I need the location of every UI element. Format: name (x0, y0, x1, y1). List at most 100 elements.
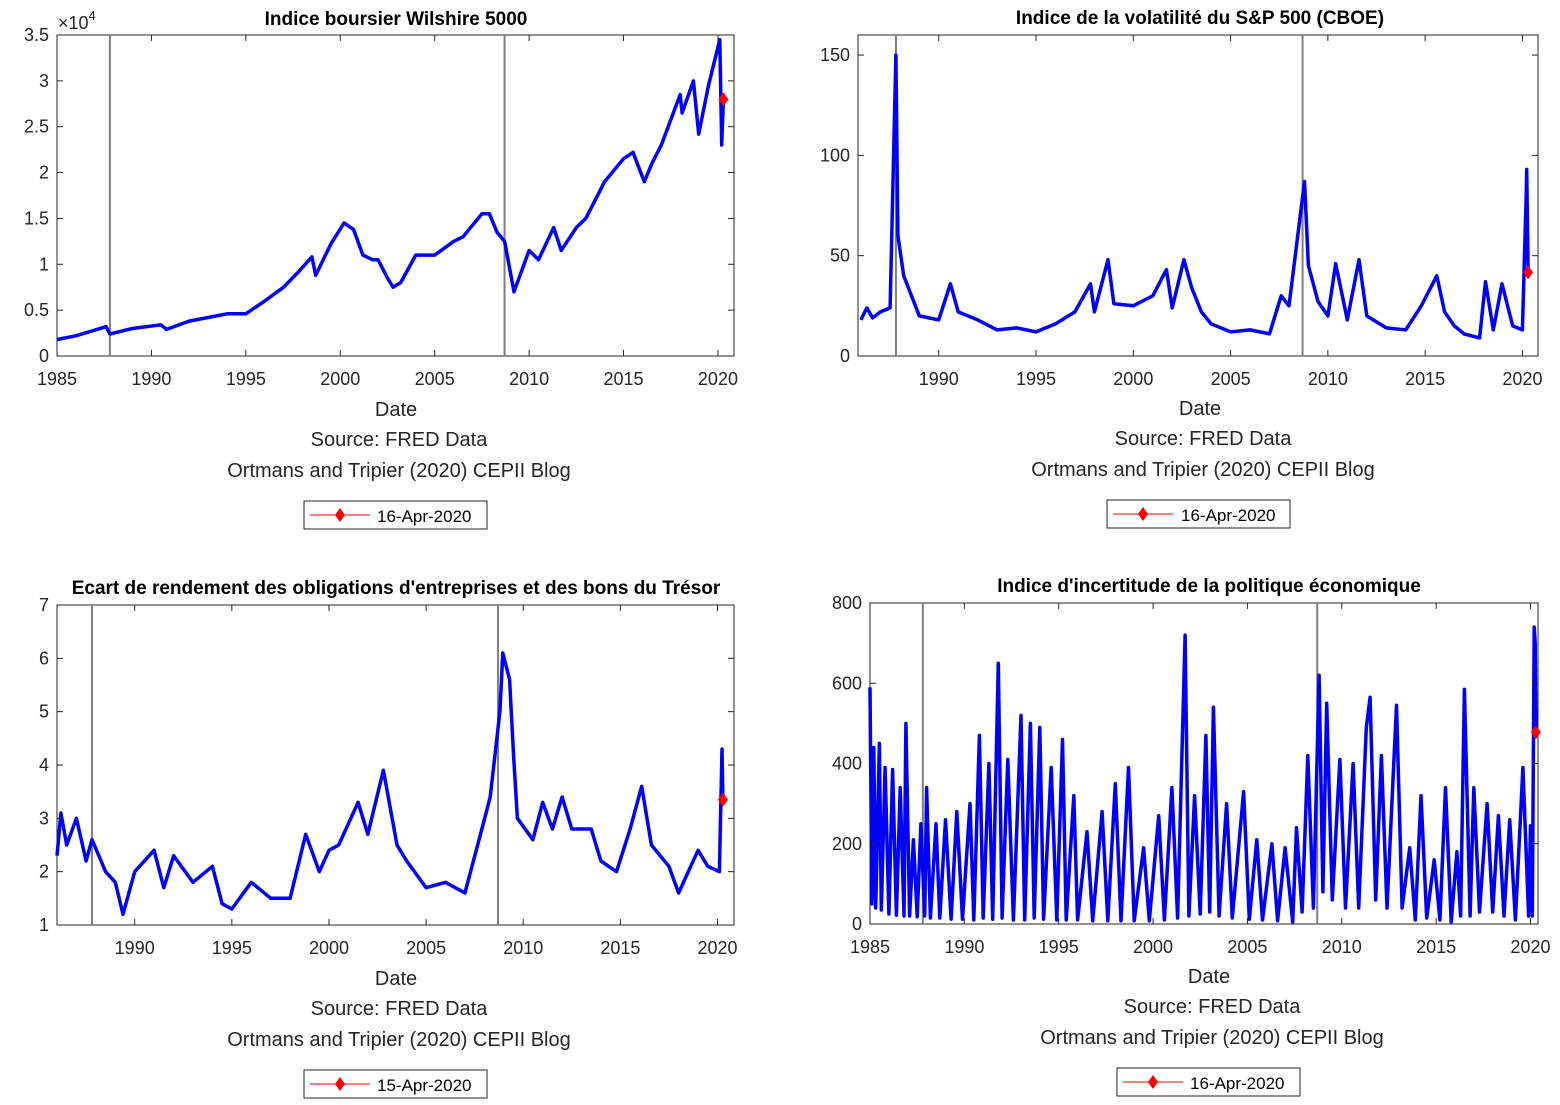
series-line (868, 625, 1538, 924)
y-tick-label: 800 (832, 593, 862, 613)
y-tick-label: 7 (39, 595, 49, 615)
y-tick-label: 3 (39, 808, 49, 828)
x-tick-label: 2005 (1227, 937, 1267, 957)
plot-area-3: 1985 1990 1995 2000 2005 2010 2015 2020 0 200 400 6… (832, 593, 1551, 957)
x-tick-label: 2000 (309, 938, 349, 958)
x-tick-label: 1995 (226, 369, 266, 389)
legend (1116, 1067, 1301, 1097)
x-tick-label: 2010 (503, 938, 543, 958)
blog-note: Ortmans and Tripier (2020) CEPII Blog (1031, 459, 1374, 481)
y-tick-label: 2 (39, 163, 49, 183)
source-note: Source: FRED Data (311, 998, 489, 1020)
x-tick-label: 2020 (1510, 937, 1550, 957)
x-tick-label: 1995 (1039, 937, 1079, 957)
x-axis-label: Date (1179, 398, 1221, 420)
x-tick-label: 2020 (1502, 369, 1542, 389)
x-tick-label: 1985 (37, 369, 77, 389)
legend-diamond-icon (1148, 1075, 1158, 1089)
legend (303, 500, 488, 530)
exponent-base: ×10 (58, 13, 89, 33)
y-tick-label: 6 (39, 648, 49, 668)
legend (1106, 499, 1291, 529)
y-tick-label: 150 (820, 45, 850, 65)
plot-area-0: 1985 1990 1995 2000 2005 2010 2015 2020 0 0.5 1 1.5… (24, 25, 738, 389)
y-tick-label: 0 (852, 914, 862, 934)
x-tick-label: 2015 (1416, 937, 1456, 957)
chart-title: Indice boursier Wilshire 5000 (265, 9, 528, 30)
series-line (859, 53, 1530, 340)
marker-diamond (718, 92, 729, 107)
legend-diamond-icon (335, 508, 345, 522)
x-tick-label: 2010 (1308, 369, 1348, 389)
y-tick-label: 1 (39, 915, 49, 935)
series-line (56, 37, 726, 342)
y-tick-label: 1.5 (24, 208, 49, 228)
source-note: Source: FRED Data (311, 429, 489, 451)
x-tick-label: 1990 (919, 369, 959, 389)
blog-note: Ortmans and Tripier (2020) CEPII Blog (1040, 1027, 1383, 1049)
x-tick-label: 2020 (698, 369, 738, 389)
x-tick-label: 2000 (1133, 937, 1173, 957)
x-axis-label: Date (375, 968, 417, 990)
y-tick-label: 2 (39, 862, 49, 882)
y-tick-label: 1 (39, 254, 49, 274)
y-tick-label: 100 (820, 145, 850, 165)
chart-title: Indice de la volatilité du S&P 500 (CBOE… (1016, 8, 1384, 29)
x-tick-label: 2020 (697, 938, 737, 958)
plot-area-1: 1990 1995 2000 2005 2010 2015 2020 0 50 100 150 (820, 34, 1542, 389)
x-tick-label: 2005 (415, 369, 455, 389)
axes-box (56, 34, 735, 357)
y-tick-label: 400 (832, 754, 862, 774)
chart-title: Indice d'incertitude de la politique éco… (997, 576, 1421, 597)
x-tick-label: 2010 (1322, 937, 1362, 957)
y-exponent-label: ×104 (58, 8, 96, 33)
x-tick-label: 2005 (406, 938, 446, 958)
x-tick-label: 1985 (850, 937, 890, 957)
x-tick-label: 2015 (604, 369, 644, 389)
marker-diamond (717, 792, 728, 807)
legend-label: 15-Apr-2020 (377, 1076, 472, 1095)
x-tick-label: 2015 (1405, 369, 1445, 389)
x-axis-label: Date (1188, 966, 1230, 988)
legend-label: 16-Apr-2020 (377, 507, 472, 526)
y-tick-label: 5 (39, 702, 49, 722)
panel-wilshire: Indice boursier Wilshire 5000 ×104 Date … (58, 8, 571, 482)
y-tick-label: 0 (840, 346, 850, 366)
x-tick-label: 1990 (131, 369, 171, 389)
x-tick-label: 1990 (115, 938, 155, 958)
y-tick-label: 2.5 (24, 117, 49, 137)
blog-note: Ortmans and Tripier (2020) CEPII Blog (227, 1029, 570, 1051)
exponent-power: 4 (89, 8, 96, 23)
chart-title: Ecart de rendement des obligations d'ent… (72, 578, 721, 599)
legend-diamond-icon (1138, 507, 1148, 521)
y-tick-label: 600 (832, 673, 862, 693)
blog-note: Ortmans and Tripier (2020) CEPII Blog (227, 460, 570, 482)
x-tick-label: 2005 (1211, 369, 1251, 389)
legend-label: 16-Apr-2020 (1181, 506, 1276, 525)
legend (303, 1069, 488, 1099)
x-axis-label: Date (375, 399, 417, 421)
y-tick-label: 200 (832, 834, 862, 854)
axes-box (56, 604, 735, 926)
x-tick-label: 2000 (320, 369, 360, 389)
x-tick-label: 2010 (509, 369, 549, 389)
legend-diamond-icon (335, 1077, 345, 1091)
panel-vix: Indice de la volatilité du S&P 500 (CBOE… (1016, 8, 1384, 481)
legend-label: 16-Apr-2020 (1190, 1074, 1285, 1093)
y-tick-label: 0 (39, 346, 49, 366)
x-tick-label: 2000 (1113, 369, 1153, 389)
x-tick-label: 1995 (1016, 369, 1056, 389)
source-note: Source: FRED Data (1124, 996, 1302, 1018)
marker-diamond (1523, 265, 1534, 280)
source-note: Source: FRED Data (1115, 428, 1293, 450)
x-tick-label: 1995 (212, 938, 252, 958)
plot-area-2: 1990 1995 2000 2005 2010 2015 2020 1 2 3 4 5 6 7 (39, 595, 738, 958)
x-tick-label: 2015 (600, 938, 640, 958)
y-tick-label: 3 (39, 71, 49, 91)
marker-diamond (1530, 725, 1541, 740)
series-line (55, 651, 725, 917)
panel-spread: Ecart de rendement des obligations d'ent… (72, 578, 721, 1051)
y-tick-label: 4 (39, 755, 49, 775)
y-tick-label: 3.5 (24, 25, 49, 45)
